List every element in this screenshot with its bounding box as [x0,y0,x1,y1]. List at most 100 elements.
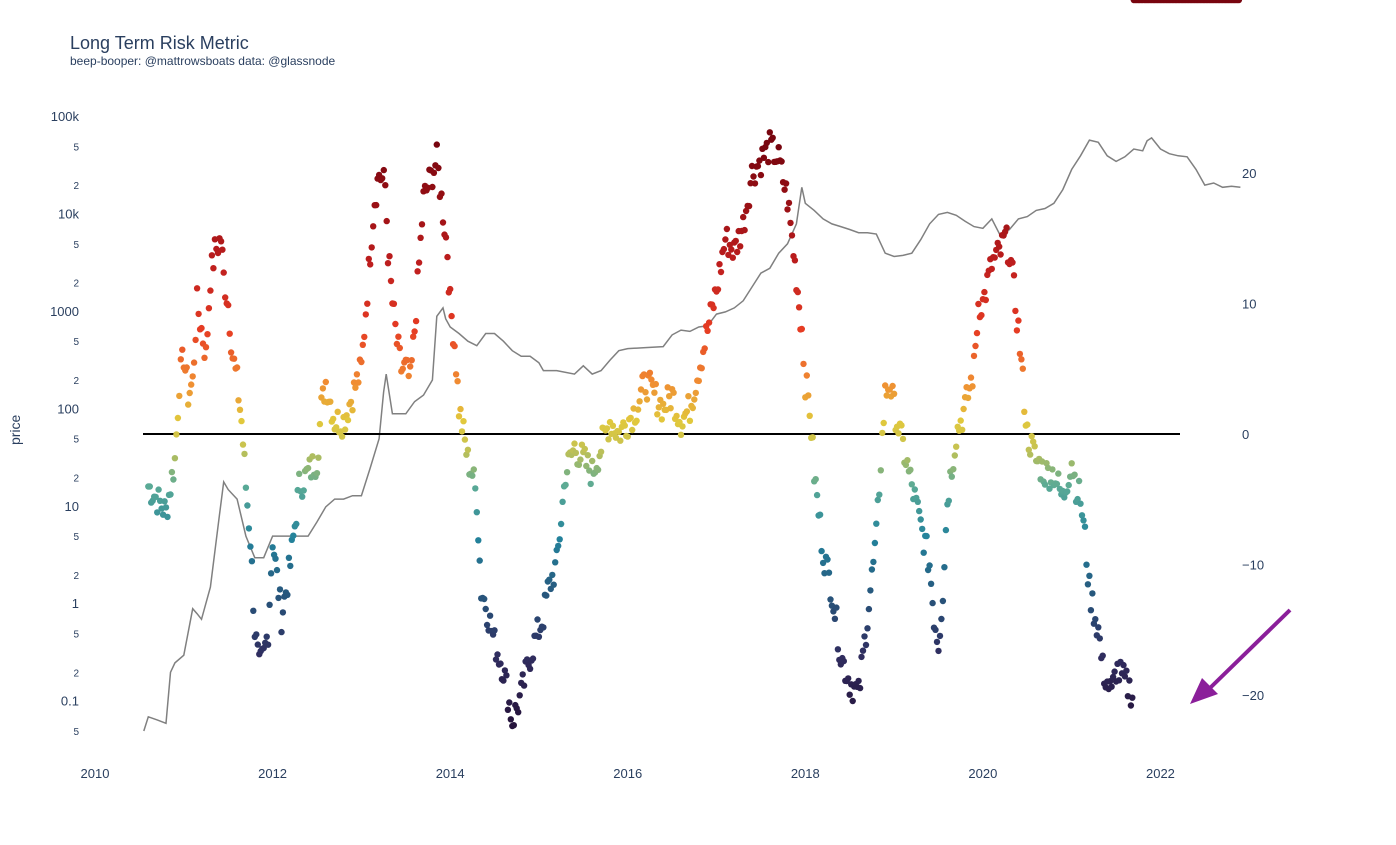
risk-point [264,641,272,648]
left-y-tick-label: 5 [73,727,79,738]
risk-point [760,154,768,161]
risk-point [1028,433,1035,440]
risk-point [957,417,964,424]
risk-point [871,539,879,547]
risk-point [189,373,196,380]
risk-point [571,440,578,447]
risk-point [552,559,559,566]
risk-point [412,317,420,325]
risk-point [827,596,834,603]
risk-point [855,677,862,685]
risk-point [935,647,942,655]
risk-point [1078,512,1086,519]
risk-point [188,381,195,388]
risk-point [1055,470,1062,477]
risk-point [899,435,907,443]
left-y-tick-label: 5 [73,337,79,348]
x-tick-label: 2018 [791,766,820,781]
risk-point [1049,466,1056,473]
risk-point [873,520,880,527]
risk-point [451,342,458,350]
risk-point [701,345,708,352]
risk-point [775,144,782,151]
risk-point [895,430,902,437]
risk-point [362,311,369,318]
risk-point [911,486,918,493]
risk-point [173,431,180,438]
risk-point [146,483,153,490]
risk-point [411,328,418,335]
risk-point [778,158,785,165]
risk-point [1095,624,1102,631]
risk-point [572,449,580,457]
risk-point [417,234,424,241]
risk-point [840,657,847,665]
risk-point [519,671,526,678]
risk-point [219,246,226,253]
risk-point [763,139,770,147]
risk-point [1092,616,1099,623]
risk-point [806,412,813,419]
risk-point [865,605,873,613]
risk-point [177,356,184,363]
risk-point [652,380,659,388]
risk-point [1089,590,1096,597]
risk-point [201,354,208,361]
risk-point [1077,500,1084,507]
risk-point [364,300,371,307]
risk-point [248,558,256,565]
risk-point [698,365,705,372]
risk-point [473,509,480,516]
risk-point [953,443,960,450]
risk-point [343,412,350,419]
risk-point [729,254,736,261]
risk-point [818,547,825,555]
annotation-layer [1190,608,1292,704]
risk-point [260,644,267,652]
left-y-tick-label: 2 [73,181,79,192]
risk-point [242,484,250,491]
risk-point [313,470,321,477]
risk-point [315,454,322,461]
risk-point [266,601,273,608]
risk-point [757,171,765,179]
risk-point [559,498,566,505]
risk-point [278,628,285,636]
risk-point [1010,272,1018,279]
risk-point [481,595,488,603]
risk-point [654,411,661,418]
risk-point [584,452,591,459]
risk-point [399,365,406,372]
risk-point [414,268,421,275]
risk-point [914,498,921,505]
risk-point [1012,307,1019,315]
risk-point [555,542,562,550]
risk-point [1127,702,1135,709]
risk-point [1016,350,1024,358]
risk-point [658,416,665,423]
risk-point [660,400,667,407]
risk-point [819,559,827,567]
risk-point [633,417,640,424]
left-y-ticks: 100k 5 2 10k 5 2 1000 5 2 100 5 2 10 5 2 1 5 2 0.1 5 [50,109,79,738]
risk-point [438,190,445,197]
risk-point [646,369,654,376]
risk-point [350,379,358,386]
risk-point [824,556,831,563]
x-tick-label: 2014 [436,766,465,781]
risk-point [717,268,725,276]
risk-point [723,225,731,233]
risk-point [154,509,161,516]
right-y-tick-label: 20 [1242,166,1256,181]
risk-point [550,581,557,588]
risk-point [309,453,316,460]
risk-point [236,406,244,413]
left-y-tick-label: 100k [51,109,80,124]
risk-point [500,677,507,684]
risk-point [581,445,588,453]
risk-point [352,384,359,391]
risk-point [534,616,541,623]
left-y-tick-label: 100 [57,401,79,416]
risk-point [267,570,275,577]
risk-point [439,219,447,226]
